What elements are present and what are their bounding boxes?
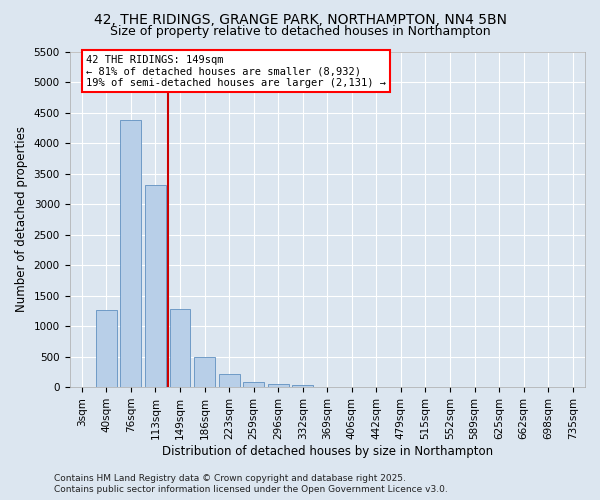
Text: 42, THE RIDINGS, GRANGE PARK, NORTHAMPTON, NN4 5BN: 42, THE RIDINGS, GRANGE PARK, NORTHAMPTO…: [94, 12, 506, 26]
Text: 42 THE RIDINGS: 149sqm
← 81% of detached houses are smaller (8,932)
19% of semi-: 42 THE RIDINGS: 149sqm ← 81% of detached…: [86, 54, 386, 88]
Bar: [96, 310, 117, 387]
Bar: [145, 185, 166, 387]
Bar: [121, 120, 142, 387]
Bar: [243, 382, 264, 387]
Bar: [170, 309, 190, 387]
Bar: [218, 374, 239, 387]
X-axis label: Distribution of detached houses by size in Northampton: Distribution of detached houses by size …: [162, 444, 493, 458]
Text: Size of property relative to detached houses in Northampton: Size of property relative to detached ho…: [110, 25, 490, 38]
Bar: [292, 385, 313, 387]
Text: Contains HM Land Registry data © Crown copyright and database right 2025.
Contai: Contains HM Land Registry data © Crown c…: [54, 474, 448, 494]
Bar: [194, 356, 215, 387]
Bar: [268, 384, 289, 387]
Y-axis label: Number of detached properties: Number of detached properties: [15, 126, 28, 312]
